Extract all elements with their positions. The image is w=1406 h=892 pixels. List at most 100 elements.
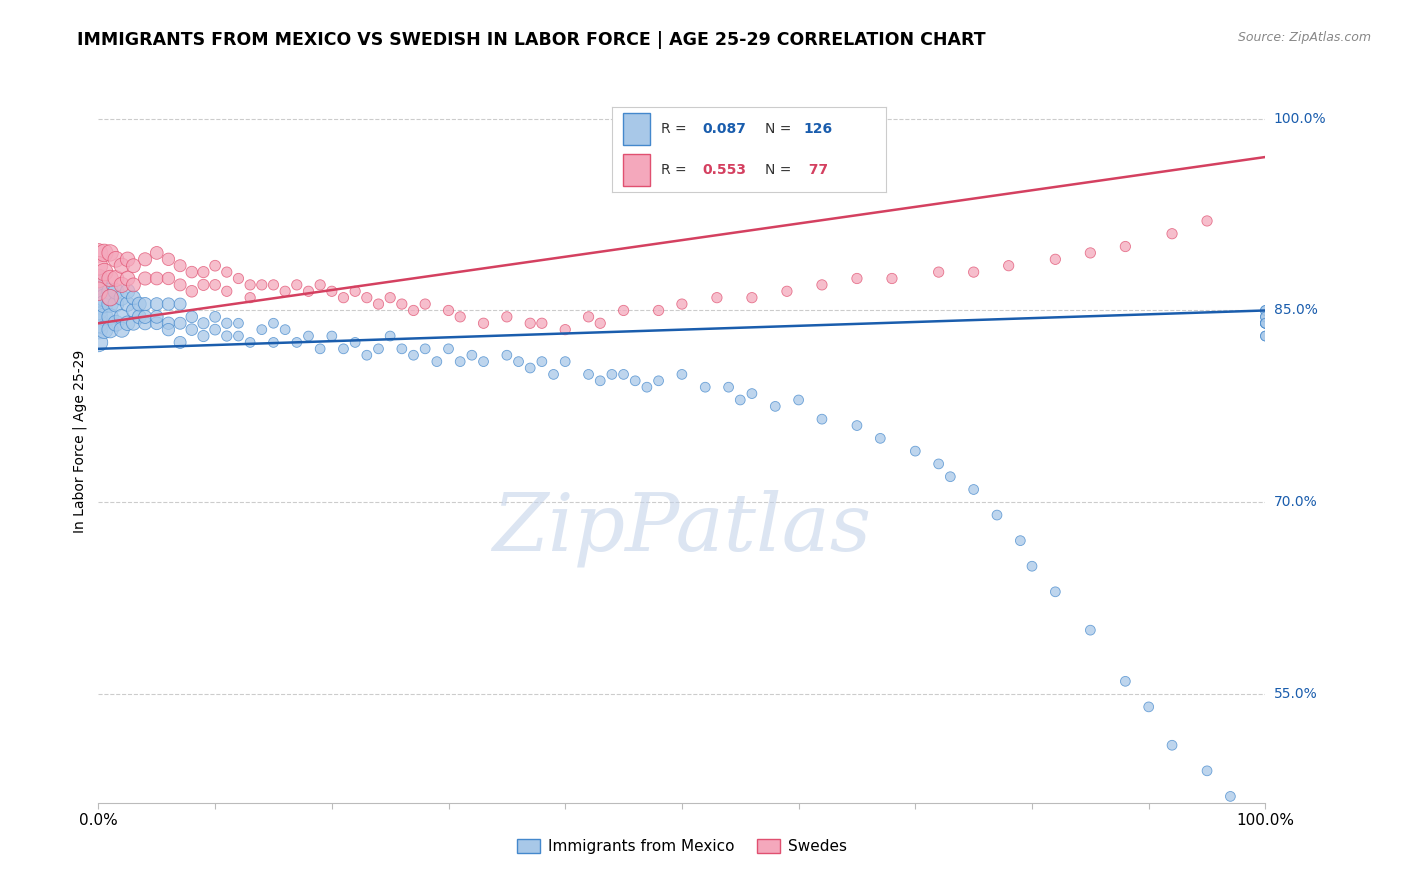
Legend: Immigrants from Mexico, Swedes: Immigrants from Mexico, Swedes bbox=[510, 833, 853, 860]
Point bbox=[98, 297, 121, 311]
Point bbox=[215, 285, 238, 299]
Point bbox=[647, 303, 669, 318]
Text: N =: N = bbox=[765, 162, 796, 177]
Point bbox=[880, 271, 903, 285]
Point bbox=[380, 291, 402, 305]
Point bbox=[1114, 674, 1136, 689]
Point bbox=[134, 252, 156, 267]
Point bbox=[98, 291, 121, 305]
Point bbox=[1243, 802, 1265, 816]
Point bbox=[624, 374, 647, 388]
Point bbox=[496, 348, 519, 362]
Point bbox=[344, 285, 367, 299]
Point bbox=[87, 271, 110, 285]
Point bbox=[157, 297, 180, 311]
Point bbox=[530, 354, 553, 368]
Point bbox=[356, 291, 378, 305]
Point bbox=[846, 418, 869, 433]
Point bbox=[157, 252, 180, 267]
Point bbox=[193, 277, 215, 292]
Point bbox=[111, 291, 134, 305]
Point bbox=[111, 310, 134, 324]
Point bbox=[636, 380, 658, 394]
Point bbox=[695, 380, 717, 394]
Point bbox=[402, 348, 425, 362]
Point bbox=[93, 310, 115, 324]
Point bbox=[297, 329, 319, 343]
Point bbox=[811, 412, 834, 426]
Point bbox=[146, 297, 169, 311]
Point bbox=[87, 271, 110, 285]
Point bbox=[157, 323, 180, 337]
Point bbox=[104, 285, 127, 299]
Point bbox=[215, 265, 238, 279]
Point bbox=[763, 400, 786, 414]
Point bbox=[671, 368, 693, 382]
Point bbox=[262, 335, 284, 350]
Point bbox=[426, 354, 449, 368]
Point bbox=[262, 316, 284, 330]
Point bbox=[122, 303, 145, 318]
Point bbox=[134, 316, 156, 330]
Point bbox=[1254, 316, 1277, 330]
Point bbox=[962, 265, 984, 279]
Point bbox=[180, 323, 202, 337]
Point bbox=[250, 323, 273, 337]
Point bbox=[519, 361, 541, 376]
Point bbox=[530, 316, 553, 330]
Point bbox=[239, 277, 262, 292]
Text: 85.0%: 85.0% bbox=[1274, 303, 1317, 318]
Point bbox=[204, 310, 226, 324]
Point bbox=[1137, 699, 1160, 714]
Point bbox=[1080, 623, 1102, 637]
Point bbox=[413, 297, 436, 311]
Text: 55.0%: 55.0% bbox=[1274, 687, 1317, 701]
Point bbox=[93, 291, 115, 305]
Point bbox=[117, 285, 139, 299]
Text: IMMIGRANTS FROM MEXICO VS SWEDISH IN LABOR FORCE | AGE 25-29 CORRELATION CHART: IMMIGRANTS FROM MEXICO VS SWEDISH IN LAB… bbox=[77, 31, 986, 49]
Point bbox=[98, 310, 121, 324]
Point bbox=[104, 316, 127, 330]
Point bbox=[228, 271, 250, 285]
Point bbox=[309, 277, 332, 292]
Point bbox=[180, 310, 202, 324]
Point bbox=[986, 508, 1008, 522]
Text: 0.553: 0.553 bbox=[702, 162, 747, 177]
Point bbox=[1254, 303, 1277, 318]
Point bbox=[215, 329, 238, 343]
Point bbox=[93, 265, 115, 279]
Point bbox=[87, 259, 110, 273]
Text: 70.0%: 70.0% bbox=[1274, 495, 1317, 509]
Point bbox=[309, 342, 332, 356]
Point bbox=[111, 259, 134, 273]
Point bbox=[87, 316, 110, 330]
Point bbox=[87, 297, 110, 311]
Point bbox=[1254, 329, 1277, 343]
Point bbox=[730, 392, 752, 407]
Point bbox=[204, 259, 226, 273]
Text: Source: ZipAtlas.com: Source: ZipAtlas.com bbox=[1237, 31, 1371, 45]
Point bbox=[472, 316, 495, 330]
Point bbox=[437, 342, 460, 356]
Point bbox=[321, 329, 343, 343]
Point bbox=[128, 310, 150, 324]
Point bbox=[128, 297, 150, 311]
Point bbox=[146, 316, 169, 330]
Point bbox=[671, 297, 693, 311]
Point bbox=[104, 271, 127, 285]
Point bbox=[543, 368, 565, 382]
Point bbox=[193, 265, 215, 279]
Point bbox=[613, 303, 636, 318]
Point bbox=[93, 297, 115, 311]
Point bbox=[169, 277, 191, 292]
Point bbox=[332, 342, 354, 356]
Point bbox=[1195, 764, 1218, 778]
Point bbox=[111, 277, 134, 292]
Point bbox=[332, 291, 354, 305]
Point bbox=[169, 316, 191, 330]
Point bbox=[111, 323, 134, 337]
Point bbox=[180, 285, 202, 299]
Point bbox=[1254, 316, 1277, 330]
Text: 126: 126 bbox=[804, 122, 832, 136]
Point bbox=[437, 303, 460, 318]
